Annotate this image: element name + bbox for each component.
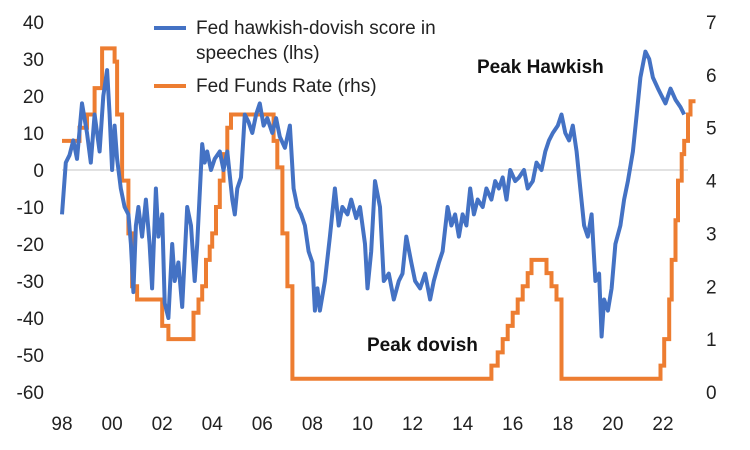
right-axis-tick-label: 1 <box>706 330 717 351</box>
x-axis-tick-label: 98 <box>51 414 72 435</box>
left-axis-tick-label: -40 <box>17 309 44 330</box>
series-line-hawkish-dovish-score <box>60 49 686 339</box>
annotation-peak-hawkish: Peak Hawkish <box>477 57 604 78</box>
right-axis-tick-label: 3 <box>706 224 717 245</box>
x-axis-tick-label: 14 <box>452 414 474 435</box>
annotation-peak-dovish: Peak dovish <box>367 335 478 356</box>
x-axis-tick-label: 00 <box>102 414 123 435</box>
legend-label-hawkish-dovish-line2: speeches (lhs) <box>196 43 320 64</box>
left-axis-ticks: 40 30 20 10 0 -10 -20 -30 -40 -50 -60 <box>17 13 44 404</box>
legend-label-fed-funds: Fed Funds Rate (rhs) <box>196 76 377 97</box>
left-axis-tick-label: 20 <box>23 87 44 108</box>
right-axis-ticks: 7 6 5 4 3 2 1 0 <box>706 13 717 404</box>
right-axis-tick-label: 5 <box>706 119 717 140</box>
x-axis-tick-label: 08 <box>302 414 323 435</box>
x-axis-tick-label: 12 <box>402 414 423 435</box>
left-axis-tick-label: -10 <box>17 198 44 219</box>
legend: Fed hawkish-dovish score in speeches (lh… <box>154 18 436 97</box>
left-axis-tick-label: 10 <box>23 124 44 145</box>
left-axis-tick-label: 40 <box>23 13 44 34</box>
x-axis-tick-label: 10 <box>352 414 373 435</box>
left-axis-tick-label: -20 <box>17 235 44 256</box>
x-axis-ticks: 98 00 02 04 06 08 10 12 14 16 18 20 22 <box>51 414 673 435</box>
right-axis-tick-label: 6 <box>706 66 717 87</box>
left-axis-tick-label: 30 <box>23 50 44 71</box>
x-axis-tick-label: 20 <box>602 414 623 435</box>
x-axis-tick-label: 06 <box>252 414 273 435</box>
right-axis-tick-label: 0 <box>706 383 717 404</box>
right-axis-tick-label: 4 <box>706 172 717 193</box>
right-axis-tick-label: 7 <box>706 13 717 34</box>
x-axis-tick-label: 04 <box>202 414 224 435</box>
left-axis-tick-label: -50 <box>17 346 44 367</box>
left-axis-tick-label: -60 <box>17 383 44 404</box>
x-axis-tick-label: 16 <box>502 414 523 435</box>
left-axis-tick-label: -30 <box>17 272 44 293</box>
series-layer <box>60 46 696 381</box>
left-axis-tick-label: 0 <box>33 161 44 182</box>
x-axis-tick-label: 22 <box>652 414 673 435</box>
right-axis-tick-label: 2 <box>706 277 717 298</box>
x-axis-tick-label: 18 <box>552 414 573 435</box>
x-axis-tick-label: 02 <box>152 414 173 435</box>
legend-label-hawkish-dovish-line1: Fed hawkish-dovish score in <box>196 18 436 39</box>
